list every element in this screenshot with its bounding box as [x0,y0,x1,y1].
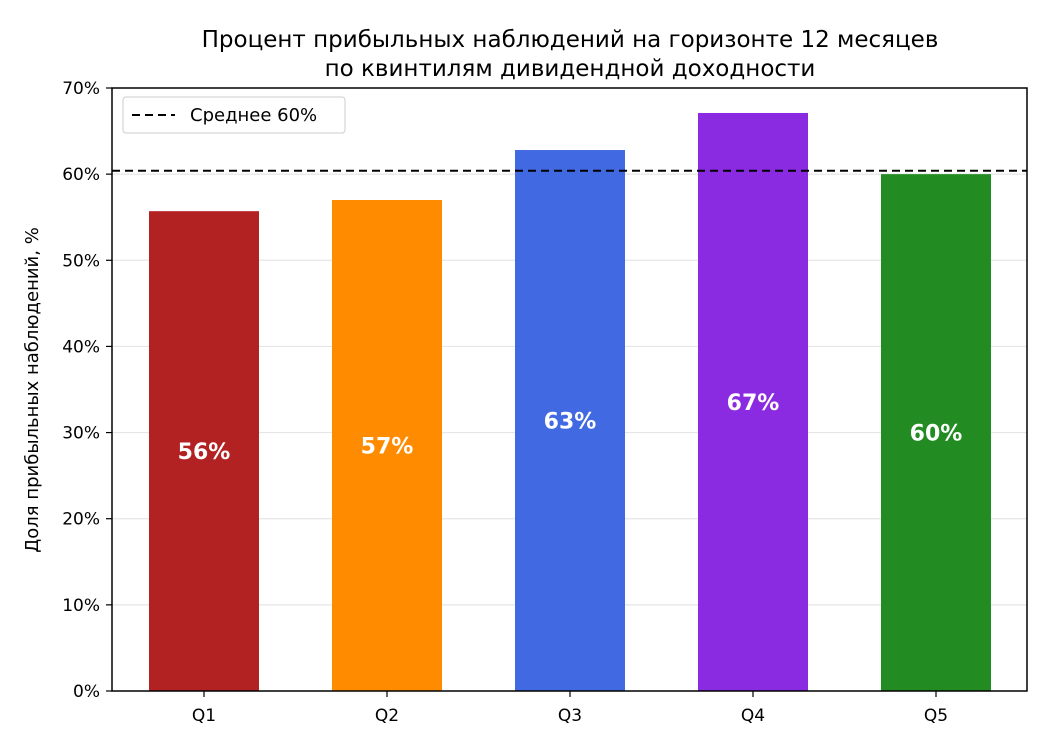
bar-value-label-q1: 56% [178,440,231,465]
y-axis-label: Доля прибыльных наблюдений, % [22,227,43,553]
bar-q4 [698,112,808,691]
bar-q1 [149,211,259,692]
y-tick-label-70: 70% [62,79,100,99]
chart-title-line-1: Процент прибыльных наблюдений на горизон… [202,27,939,53]
bar-value-label-q2: 57% [361,434,414,459]
bar-value-labels: 56% 57% 63% 67% 60% [178,391,963,465]
y-tick-label-0: 0% [73,682,100,702]
x-tick-label-q4: Q4 [741,706,765,726]
bar-value-label-q4: 67% [727,391,780,416]
legend: Среднее 60% [122,96,346,134]
bar-q5 [881,174,991,692]
y-tick-label-10: 10% [62,596,100,616]
bar-value-label-q5: 60% [910,422,963,447]
y-tick-label-50: 50% [62,251,100,271]
bar-q2 [332,199,442,691]
x-tick-label-q2: Q2 [375,706,399,726]
x-axis-ticks: Q1 Q2 Q3 Q4 Q5 [192,691,948,726]
x-tick-label-q3: Q3 [558,706,582,726]
x-tick-label-q5: Q5 [924,706,948,726]
chart-title-line-2: по квинтилям дивидендной доходности [325,56,816,82]
y-tick-label-20: 20% [62,510,100,530]
bar-value-label-q3: 63% [544,410,597,435]
x-tick-label-q1: Q1 [192,706,216,726]
y-tick-label-30: 30% [62,424,100,444]
bars [149,112,991,692]
y-tick-label-40: 40% [62,337,100,357]
bar-q3 [515,150,625,692]
legend-box [122,96,346,134]
y-axis-ticks: 0% 10% 20% 30% 40% 50% 60% 70% [62,79,112,702]
y-tick-label-60: 60% [62,165,100,185]
legend-label: Среднее 60% [190,105,317,126]
